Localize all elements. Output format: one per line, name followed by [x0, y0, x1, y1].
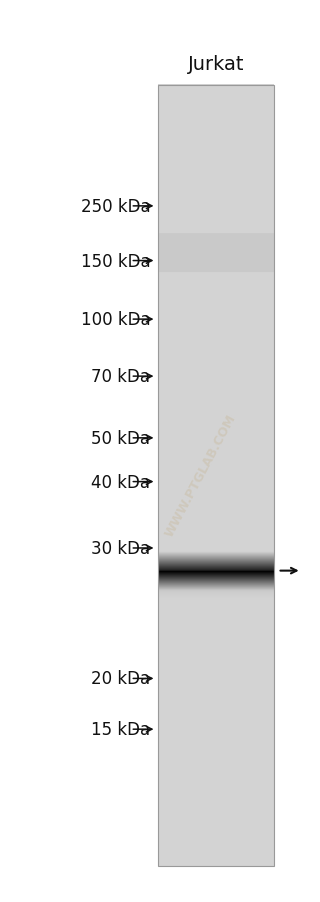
- Text: 15 kDa: 15 kDa: [91, 721, 150, 739]
- Text: WWW.PTGLAB.COM: WWW.PTGLAB.COM: [163, 412, 239, 539]
- Text: 100 kDa: 100 kDa: [81, 311, 150, 328]
- Bar: [158, 86, 274, 866]
- Text: 30 kDa: 30 kDa: [91, 539, 150, 557]
- Text: 20 kDa: 20 kDa: [91, 669, 150, 687]
- Text: Jurkat: Jurkat: [188, 55, 244, 74]
- Text: 40 kDa: 40 kDa: [92, 473, 150, 491]
- Text: 250 kDa: 250 kDa: [81, 198, 150, 216]
- Text: 70 kDa: 70 kDa: [92, 368, 150, 386]
- Text: 150 kDa: 150 kDa: [81, 253, 150, 271]
- Text: 50 kDa: 50 kDa: [92, 429, 150, 447]
